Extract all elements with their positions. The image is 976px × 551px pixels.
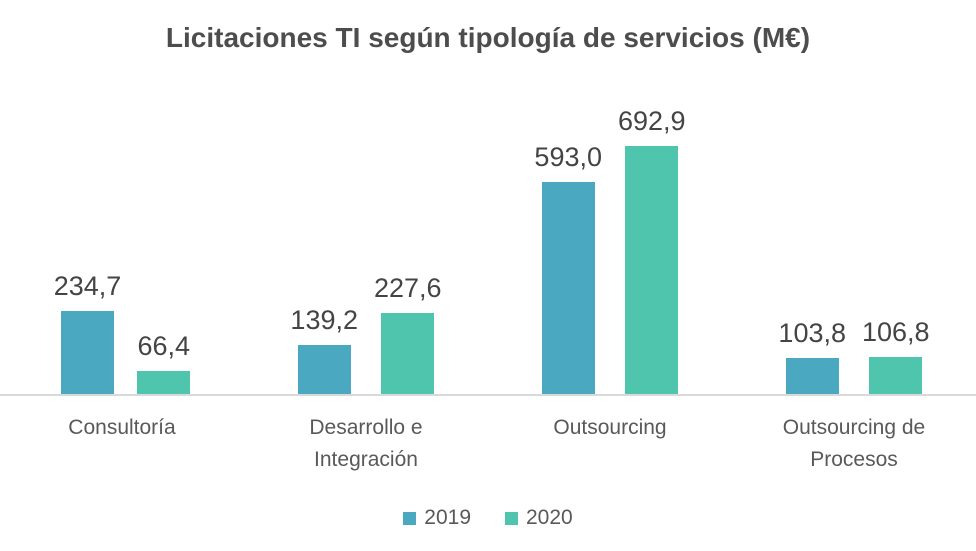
legend-item-2019: 2019	[403, 506, 471, 530]
bar-wrap-2019-outsourcing: 593,0	[534, 142, 602, 395]
bar-wrap-2020-consultoria: 66,4	[137, 331, 191, 395]
bar-2020-outsourcing-de-procesos	[869, 357, 923, 395]
x-axis-labels: Consultoría Desarrollo e Integración Outso…	[0, 412, 976, 475]
value-label-2020-outsourcing: 692,9	[618, 106, 686, 136]
bar-group-consultoria: 234,7 66,4	[0, 271, 244, 395]
legend-item-2020: 2020	[505, 506, 573, 530]
legend-label-2020: 2020	[526, 506, 573, 529]
bar-wrap-2020-outsourcing-de-procesos: 106,8	[862, 317, 930, 395]
bar-group-outsourcing: 593,0 692,9	[488, 106, 732, 395]
value-label-2020-outsourcing-de-procesos: 106,8	[862, 317, 930, 347]
bar-wrap-2019-outsourcing-de-procesos: 103,8	[778, 318, 846, 395]
bar-2019-consultoria	[60, 311, 114, 395]
bar-2019-outsourcing	[541, 182, 595, 395]
value-label-2019-outsourcing: 593,0	[534, 142, 602, 172]
legend-marker-2020	[505, 511, 518, 525]
category-label-outsourcing-de-procesos: Outsourcing de Procesos	[782, 416, 926, 471]
bar-2019-outsourcing-de-procesos	[785, 358, 839, 395]
category-label-desarrollo-e-integracion: Desarrollo e Integración	[309, 416, 423, 471]
bar-2020-outsourcing	[625, 146, 679, 395]
category-label-consultoria: Consultoría	[68, 416, 176, 439]
value-label-2020-consultoria: 66,4	[137, 331, 191, 361]
plot-area: 234,7 66,4 139,2 227,6 593,0 692,9 103,8 106,8	[0, 106, 976, 395]
legend-marker-2019	[403, 511, 417, 525]
bar-2020-desarrollo-e-integracion	[381, 313, 435, 395]
bar-2020-consultoria	[137, 371, 191, 395]
category-label-outsourcing: Outsourcing	[553, 416, 667, 439]
bar-wrap-2020-desarrollo-e-integracion: 227,6	[374, 273, 442, 395]
chart-title: Licitaciones TI según tipología de servi…	[165, 22, 811, 53]
value-label-2019-desarrollo-e-integracion: 139,2	[290, 305, 358, 335]
bar-2019-desarrollo-e-integracion	[297, 345, 351, 395]
x-axis-line	[0, 394, 976, 396]
value-label-2020-desarrollo-e-integracion: 227,6	[374, 273, 442, 303]
legend: 2019 2020	[0, 506, 976, 530]
bar-group-desarrollo-e-integracion: 139,2 227,6	[244, 273, 488, 395]
bar-wrap-2019-consultoria: 234,7	[53, 271, 122, 395]
bar-wrap-2020-outsourcing: 692,9	[618, 106, 686, 395]
legend-label-2019: 2019	[424, 506, 471, 529]
value-label-2019-consultoria: 234,7	[53, 271, 122, 301]
bar-group-outsourcing-de-procesos: 103,8 106,8	[732, 317, 976, 395]
value-label-2019-outsourcing-de-procesos: 103,8	[778, 318, 846, 348]
bar-wrap-2019-desarrollo-e-integracion: 139,2	[290, 305, 358, 395]
